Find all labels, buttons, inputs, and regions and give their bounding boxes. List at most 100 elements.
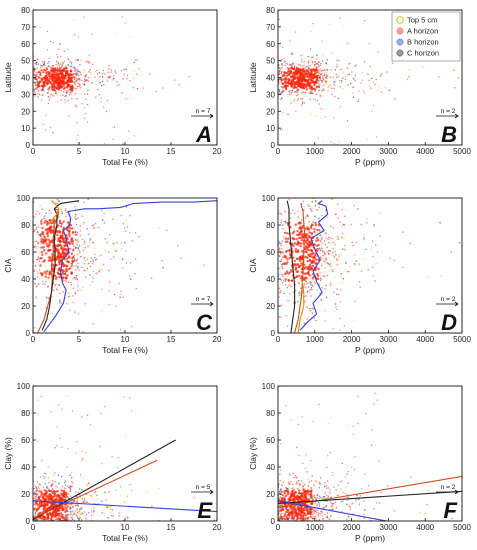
data-point: [330, 518, 332, 521]
data-point: [71, 86, 74, 89]
data-point: [57, 251, 61, 255]
data-point: [306, 282, 308, 285]
data-point: [310, 283, 312, 286]
data-point: [314, 502, 317, 504]
data-point: [150, 277, 153, 280]
y-tick-label: 80: [21, 221, 30, 230]
data-point: [279, 496, 282, 499]
data-point: [301, 251, 303, 253]
data-point: [125, 98, 128, 100]
data-point: [44, 283, 46, 285]
data-point: [306, 290, 309, 292]
data-point: [66, 395, 68, 397]
data-point: [302, 85, 306, 88]
data-point: [129, 278, 132, 281]
data-point: [98, 270, 100, 273]
plot-frame: [32, 197, 218, 334]
data-point: [307, 478, 310, 481]
data-point: [123, 501, 126, 504]
data-point: [87, 61, 89, 63]
data-point: [303, 67, 306, 69]
data-point: [75, 72, 78, 74]
data-point: [297, 269, 300, 272]
data-point: [321, 263, 323, 265]
legend-label: A horizon: [407, 27, 438, 36]
data-point: [61, 234, 64, 237]
data-point: [82, 331, 84, 333]
data-point: [363, 20, 366, 22]
data-point: [55, 283, 57, 286]
data-point: [292, 487, 295, 490]
data-point: [281, 273, 283, 276]
data-point: [329, 516, 332, 519]
data-point: [56, 202, 59, 205]
data-point: [126, 226, 129, 228]
data-point: [335, 506, 338, 509]
data-point: [119, 495, 122, 497]
data-point: [41, 497, 45, 500]
data-point: [45, 114, 47, 116]
data-point: [306, 318, 309, 320]
data-point: [36, 67, 38, 69]
data-point: [111, 509, 114, 511]
data-point: [158, 488, 160, 490]
data-point: [77, 82, 79, 85]
data-point: [84, 79, 87, 82]
data-point: [317, 209, 320, 211]
data-point: [63, 50, 66, 53]
data-point: [89, 260, 92, 263]
data-point: [54, 92, 57, 95]
data-point: [321, 75, 324, 77]
data-point: [100, 101, 102, 103]
data-point: [38, 252, 40, 254]
data-point: [323, 74, 326, 77]
data-point: [330, 225, 332, 227]
data-point: [297, 90, 299, 93]
data-point: [85, 514, 88, 516]
data-point: [53, 474, 55, 477]
data-point: [321, 511, 324, 513]
data-point: [324, 287, 326, 290]
data-point: [317, 513, 320, 516]
data-point: [64, 487, 66, 490]
data-point: [64, 279, 66, 282]
data-point: [135, 287, 138, 290]
data-point: [373, 508, 375, 510]
data-point: [291, 89, 294, 92]
data-point: [364, 508, 366, 511]
data-point: [54, 217, 56, 220]
data-point: [326, 68, 328, 71]
data-point: [63, 64, 65, 67]
data-point: [82, 71, 85, 74]
data-point: [340, 81, 343, 84]
data-point: [406, 78, 409, 81]
data-point: [376, 399, 378, 401]
data-point: [77, 313, 80, 315]
data-point: [311, 502, 313, 504]
data-point: [328, 518, 331, 520]
data-point: [344, 215, 346, 218]
data-point: [80, 518, 83, 521]
data-point: [81, 266, 83, 269]
data-point: [371, 110, 373, 113]
data-point: [305, 250, 308, 254]
data-point: [85, 112, 87, 115]
data-point: [363, 237, 365, 239]
data-point: [73, 76, 75, 79]
data-point: [342, 77, 344, 79]
data-point: [79, 87, 82, 89]
data-point: [70, 88, 73, 91]
data-point: [313, 228, 316, 231]
data-point: [79, 251, 81, 254]
data-point: [295, 76, 298, 79]
data-point: [458, 242, 461, 244]
data-point: [364, 473, 366, 475]
data-point: [278, 483, 281, 486]
data-point: [73, 245, 75, 248]
data-point: [306, 259, 309, 263]
data-point: [335, 73, 338, 76]
data-point: [60, 489, 63, 492]
data-point: [134, 273, 136, 275]
legend-marker-a-horizon: [396, 27, 404, 35]
